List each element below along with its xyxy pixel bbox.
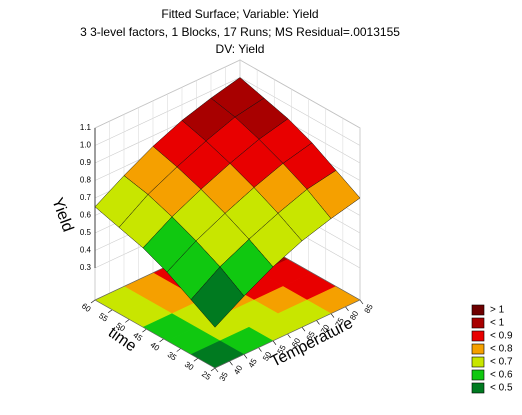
tick-mark bbox=[345, 306, 349, 311]
tick-mark bbox=[142, 328, 147, 333]
z-tick-label: 1.0 bbox=[80, 141, 92, 150]
z-tick-label: 0.9 bbox=[80, 158, 92, 167]
tick-mark bbox=[316, 320, 320, 325]
tick-mark bbox=[258, 347, 262, 352]
y-tick-label: 25 bbox=[200, 369, 213, 382]
legend-swatch bbox=[471, 369, 485, 381]
legend-swatch bbox=[471, 330, 485, 342]
legend-swatch bbox=[471, 317, 485, 329]
tick-mark bbox=[214, 367, 219, 373]
tick-mark bbox=[287, 333, 291, 339]
z-tick-label: 0.5 bbox=[80, 228, 92, 237]
tick-mark bbox=[330, 313, 335, 318]
tick-mark bbox=[243, 354, 248, 359]
legend-swatch bbox=[471, 304, 485, 316]
legend-label: < 0.7 bbox=[490, 357, 513, 368]
legend-swatch bbox=[471, 382, 485, 394]
y-tick-label: 30 bbox=[183, 360, 196, 373]
x-tick-label: 85 bbox=[363, 302, 376, 315]
y-tick-label: 35 bbox=[166, 350, 179, 363]
legend-label: < 0.9 bbox=[490, 331, 513, 342]
dv-label: DV: Yield bbox=[216, 42, 265, 56]
tick-mark bbox=[107, 309, 113, 313]
z-tick-label: 0.8 bbox=[80, 176, 92, 185]
tick-mark bbox=[301, 327, 306, 332]
legend-label: < 0.8 bbox=[490, 344, 513, 355]
chart-subtitle: 3 3-level factors, 1 Blocks, 17 Runs; MS… bbox=[80, 25, 400, 39]
z-tick-label: 0.3 bbox=[80, 263, 92, 272]
z-tick-label: 0.6 bbox=[80, 211, 92, 220]
surface-cell bbox=[190, 266, 245, 328]
tick-mark bbox=[229, 361, 233, 366]
tick-mark bbox=[210, 367, 216, 372]
z-tick-label: 0.7 bbox=[80, 193, 92, 202]
z-tick-label: 0.4 bbox=[80, 246, 92, 255]
legend-label: < 0.6 bbox=[490, 370, 513, 381]
x-tick-label: 45 bbox=[247, 357, 260, 370]
tick-mark bbox=[159, 338, 164, 343]
tick-mark bbox=[193, 358, 199, 362]
x-tick-label: 35 bbox=[218, 370, 231, 383]
tick-mark bbox=[176, 348, 181, 352]
legend-swatch bbox=[471, 356, 485, 368]
y-tick-label: 60 bbox=[80, 301, 93, 314]
y-tick-label: 40 bbox=[149, 340, 162, 353]
legend-swatch bbox=[471, 343, 485, 355]
legend-label: < 0.5 bbox=[490, 383, 513, 394]
tick-mark bbox=[272, 340, 277, 345]
tick-mark bbox=[90, 299, 96, 304]
z-axis-label: Yield bbox=[48, 196, 76, 235]
chart-title: Fitted Surface; Variable: Yield bbox=[161, 7, 318, 21]
x-tick-label: 40 bbox=[232, 363, 245, 376]
legend-label: < 1 bbox=[490, 318, 505, 329]
legend-label: > 1 bbox=[490, 305, 505, 316]
z-tick-label: 1.1 bbox=[80, 123, 92, 132]
y-tick-label: 55 bbox=[97, 311, 110, 324]
tick-mark bbox=[359, 299, 364, 305]
tick-mark bbox=[125, 319, 130, 323]
